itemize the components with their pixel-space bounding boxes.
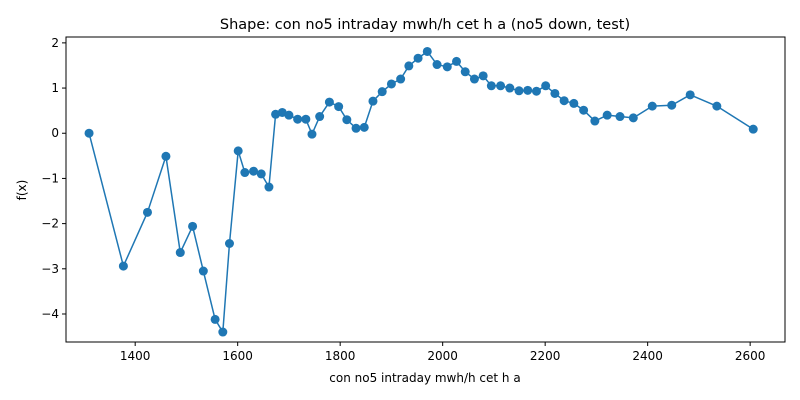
data-point xyxy=(342,115,352,125)
data-point xyxy=(334,102,344,112)
data-point xyxy=(413,53,423,63)
data-point xyxy=(404,61,414,71)
data-point xyxy=(198,266,208,276)
plot-area-frame xyxy=(65,36,786,343)
data-point xyxy=(386,79,396,89)
data-point xyxy=(685,90,695,100)
data-point xyxy=(505,83,515,93)
x-tick-label: 2200 xyxy=(530,349,561,363)
data-point xyxy=(442,62,452,72)
data-point xyxy=(264,182,274,192)
data-point xyxy=(478,71,488,81)
data-point xyxy=(284,110,294,120)
data-point xyxy=(240,168,250,178)
data-point xyxy=(249,166,259,176)
data-point xyxy=(161,151,171,161)
data-point xyxy=(422,46,432,56)
data-point xyxy=(224,239,234,248)
x-axis-ticks: 1400 1600 1800 2000 2200 2400 2600 xyxy=(120,342,766,363)
data-point xyxy=(452,56,461,66)
data-point xyxy=(301,114,311,124)
data-point xyxy=(647,101,657,111)
y-tick-label: −2 xyxy=(41,217,59,231)
data-point xyxy=(368,96,378,106)
x-tick-label: 1400 xyxy=(120,349,151,363)
data-point xyxy=(628,113,638,123)
data-point xyxy=(579,105,589,115)
series-line xyxy=(88,50,754,333)
y-tick-label: −1 xyxy=(41,171,59,185)
y-axis-ticks: −4 −3 −2 −1 0 1 2 xyxy=(41,36,66,321)
data-point xyxy=(469,74,479,84)
data-point xyxy=(396,74,406,84)
y-tick-label: −3 xyxy=(41,262,59,276)
data-point xyxy=(541,81,551,91)
y-tick-label: 2 xyxy=(51,36,59,50)
data-point xyxy=(188,221,198,231)
data-point xyxy=(460,67,470,77)
data-point xyxy=(550,88,560,98)
data-point xyxy=(712,101,722,111)
data-point xyxy=(602,110,612,120)
y-tick-label: 0 xyxy=(51,126,59,140)
data-point xyxy=(256,169,266,179)
data-point xyxy=(615,112,625,122)
data-point xyxy=(531,86,541,96)
data-point xyxy=(748,124,758,134)
y-tick-label: 1 xyxy=(51,81,59,95)
data-point xyxy=(315,112,325,122)
data-point xyxy=(486,81,496,91)
data-point xyxy=(307,129,317,139)
data-point xyxy=(351,123,361,133)
data-point xyxy=(359,122,369,132)
y-tick-label: −4 xyxy=(41,307,59,321)
data-point xyxy=(569,98,579,108)
data-point xyxy=(432,60,442,70)
data-point xyxy=(233,146,243,156)
x-tick-label: 1600 xyxy=(222,349,253,363)
data-point xyxy=(118,261,128,271)
data-point xyxy=(590,116,600,126)
data-point xyxy=(559,96,569,106)
data-point xyxy=(175,248,185,258)
data-point xyxy=(142,207,152,217)
x-axis-label: con no5 intraday mwh/h cet h a xyxy=(329,371,520,385)
series-layer xyxy=(84,46,758,337)
data-point xyxy=(324,97,334,107)
x-tick-label: 2000 xyxy=(427,349,458,363)
data-point xyxy=(377,87,387,97)
chart-title: Shape: con no5 intraday mwh/h cet h a (n… xyxy=(220,17,630,33)
data-point xyxy=(218,327,228,337)
x-tick-label: 2400 xyxy=(632,349,663,363)
data-point xyxy=(496,81,506,91)
data-point xyxy=(667,100,677,110)
data-point xyxy=(84,128,94,138)
y-axis-label: f(x) xyxy=(15,180,29,201)
data-point xyxy=(293,114,303,124)
data-point xyxy=(514,86,524,96)
data-point xyxy=(210,314,220,324)
x-tick-label: 2600 xyxy=(735,349,766,363)
data-point xyxy=(523,85,533,95)
x-tick-label: 1800 xyxy=(325,349,356,363)
